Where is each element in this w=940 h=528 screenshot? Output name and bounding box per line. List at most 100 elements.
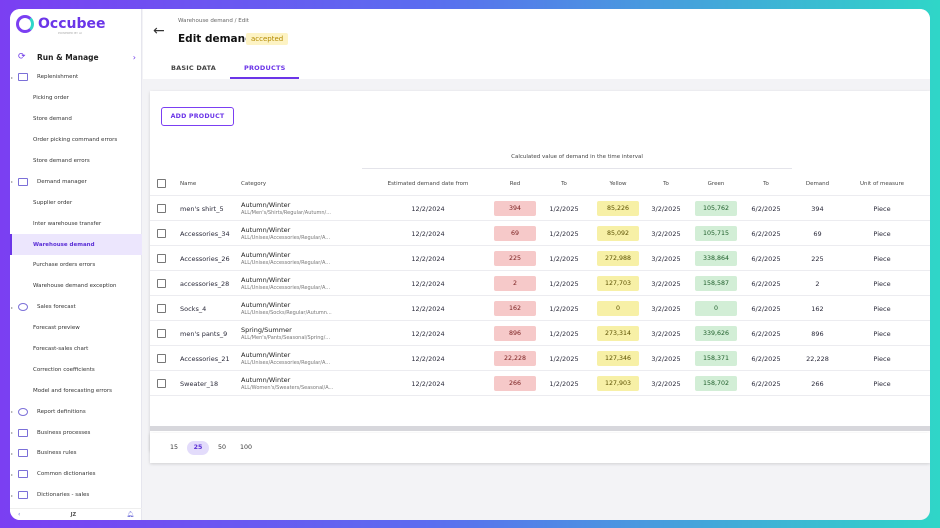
sidebar-item-label: Business rules <box>37 450 77 457</box>
sidebar-item[interactable]: ▸ Business processes <box>10 422 142 443</box>
page-size-option[interactable]: 15 <box>169 444 178 451</box>
sidebar-item[interactable]: ▸ Report definitions <box>10 401 142 422</box>
row-checkbox[interactable] <box>157 379 166 388</box>
col-red[interactable]: Red <box>509 180 521 187</box>
sidebar-item[interactable]: ▸ Demand manager <box>10 171 142 192</box>
sync-icon: ⟳ <box>18 52 26 62</box>
col-green[interactable]: Green <box>707 180 725 187</box>
row-checkbox[interactable] <box>157 354 166 363</box>
cell-category: Autumn/Winter ALL/Men's/Shirts/Regular/Au… <box>241 196 363 221</box>
cell-green-value: 0 <box>695 301 737 316</box>
table-row[interactable]: Accessories_21 Autumn/Winter ALL/Unisex/Ac… <box>150 346 930 371</box>
row-checkbox[interactable] <box>157 254 166 263</box>
main-content: ← Warehouse demand / Edit Edit demand ac… <box>143 9 930 520</box>
breadcrumb[interactable]: Warehouse demand / Edit <box>178 18 249 24</box>
page-size-option[interactable]: 50 <box>217 444 226 451</box>
cell-yellow-value: 127,346 <box>597 351 639 366</box>
interval-group-header: Calculated value of demand in the time i… <box>362 151 792 169</box>
cell-to-2: 3/2/2025 <box>651 229 681 238</box>
cell-unit: Piece <box>873 304 891 313</box>
table-row[interactable]: Socks_4 Autumn/Winter ALL/Unisex/Socks/Reg… <box>150 296 930 321</box>
col-to-1[interactable]: To <box>561 180 567 187</box>
row-checkbox[interactable] <box>157 204 166 213</box>
sidebar-item[interactable]: Correction coefficients <box>10 359 142 380</box>
expand-icon[interactable]: ▸ <box>11 471 14 477</box>
logo[interactable]: Occubee <box>16 15 105 33</box>
col-to-3[interactable]: To <box>763 180 769 187</box>
sidebar-item[interactable]: Store demand errors <box>10 151 142 172</box>
category-path: ALL/Men's/Shirts/Regular/Autumn/... <box>241 210 332 216</box>
tab-basic-data[interactable]: BASIC DATA <box>171 64 216 72</box>
table-row[interactable]: Sweater_18 Autumn/Winter ALL/Women's/Sweat… <box>150 371 930 396</box>
back-arrow-icon[interactable]: ← <box>153 23 165 39</box>
cell-to-1: 1/2/2025 <box>549 229 579 238</box>
sidebar-item[interactable]: Warehouse demand <box>10 234 142 256</box>
cell-demand: 2 <box>815 279 820 288</box>
col-demand[interactable]: Demand <box>805 180 830 187</box>
page-size-option[interactable]: 100 <box>239 444 253 451</box>
table-row[interactable]: men's shirt_5 Autumn/Winter ALL/Men's/Shir… <box>150 196 930 221</box>
sidebar-item[interactable]: Supplier order <box>10 192 142 213</box>
avatar[interactable]: JZ <box>70 511 77 518</box>
collapse-icon[interactable]: ‹ <box>18 511 21 518</box>
bell-icon[interactable]: 🔔︎ <box>126 511 134 518</box>
sidebar-item[interactable]: Forecast preview <box>10 318 142 339</box>
expand-icon[interactable]: ▸ <box>11 304 14 310</box>
sidebar-item[interactable]: Model and forecasting errors <box>10 380 142 401</box>
cell-demand: 69 <box>813 229 822 238</box>
sidebar-item[interactable]: ▸ Business rules <box>10 443 142 464</box>
horizontal-scrollbar[interactable] <box>150 426 930 431</box>
sidebar-item-label: Warehouse demand exception <box>33 283 117 290</box>
select-all-checkbox[interactable] <box>157 179 166 188</box>
tab-products[interactable]: PRODUCTS <box>230 59 300 79</box>
category-season: Autumn/Winter <box>241 201 291 209</box>
sidebar-item[interactable]: Purchase orders errors <box>10 255 142 276</box>
category-path: ALL/Women's/Sweaters/Seasonal/A... <box>241 385 334 391</box>
col-yellow[interactable]: Yellow <box>609 180 627 187</box>
expand-icon[interactable]: ▸ <box>11 74 14 80</box>
expand-icon[interactable]: ▸ <box>11 179 14 185</box>
col-category[interactable]: Category <box>241 180 267 187</box>
sidebar-item[interactable]: ▸ Common dictionaries <box>10 464 142 485</box>
sidebar-item[interactable]: Forecast-sales chart <box>10 339 142 360</box>
page-size-option[interactable]: 25 <box>187 441 209 455</box>
cell-green-value: 339,626 <box>695 326 737 341</box>
col-unit[interactable]: Unit of measure <box>860 180 904 187</box>
sidebar-item-label: Model and forecasting errors <box>33 387 113 394</box>
table-row[interactable]: men's pants_9 Spring/Summer ALL/Men's/Pant… <box>150 321 930 346</box>
expand-icon[interactable]: ▸ <box>11 492 14 498</box>
table-row[interactable]: accessories_28 Autumn/Winter ALL/Unisex/Ac… <box>150 271 930 296</box>
cell-name: accessories_28 <box>180 279 230 288</box>
row-checkbox[interactable] <box>157 279 166 288</box>
chart-icon <box>18 407 28 416</box>
row-checkbox[interactable] <box>157 304 166 313</box>
sidebar-item-label: Store demand <box>33 116 72 123</box>
book-icon <box>18 491 28 500</box>
row-checkbox[interactable] <box>157 329 166 338</box>
expand-icon[interactable]: ▸ <box>11 409 14 415</box>
sidebar-item[interactable]: Warehouse demand exception <box>10 276 142 297</box>
sidebar-item[interactable]: Inter warehouse transfer <box>10 213 142 234</box>
col-estimated-date[interactable]: Estimated demand date from <box>387 180 469 187</box>
expand-icon[interactable]: ▸ <box>11 450 14 456</box>
row-checkbox[interactable] <box>157 229 166 238</box>
cell-green-value: 105,715 <box>695 226 737 241</box>
add-product-button[interactable]: ADD PRODUCT <box>161 107 234 126</box>
cell-red-value: 2 <box>494 276 536 291</box>
table-row[interactable]: Accessories_26 Autumn/Winter ALL/Unisex/Ac… <box>150 246 930 271</box>
sidebar-item[interactable]: ▸ Replenishment <box>10 67 142 88</box>
table-row[interactable]: Accessories_34 Autumn/Winter ALL/Unisex/Ac… <box>150 221 930 246</box>
expand-icon[interactable]: ▸ <box>11 430 14 436</box>
col-to-2[interactable]: To <box>663 180 669 187</box>
sidebar-item[interactable]: Store demand <box>10 109 142 130</box>
sidebar-item[interactable]: ▸ Dictionaries - sales <box>10 485 142 506</box>
sidebar-item-label: Supplier order <box>33 199 73 206</box>
sidebar-item[interactable]: Order picking command errors <box>10 130 142 151</box>
sidebar-item[interactable]: Picking order <box>10 88 142 109</box>
col-name[interactable]: Name <box>180 180 197 187</box>
section-run-manage[interactable]: ⟳ Run & Manage › <box>10 49 142 65</box>
cell-green-value: 158,371 <box>695 351 737 366</box>
category-path: ALL/Unisex/Accessories/Regular/A... <box>241 285 331 291</box>
sidebar-item[interactable]: ▸ Sales forecast <box>10 297 142 318</box>
cell-to-2: 3/2/2025 <box>651 254 681 263</box>
